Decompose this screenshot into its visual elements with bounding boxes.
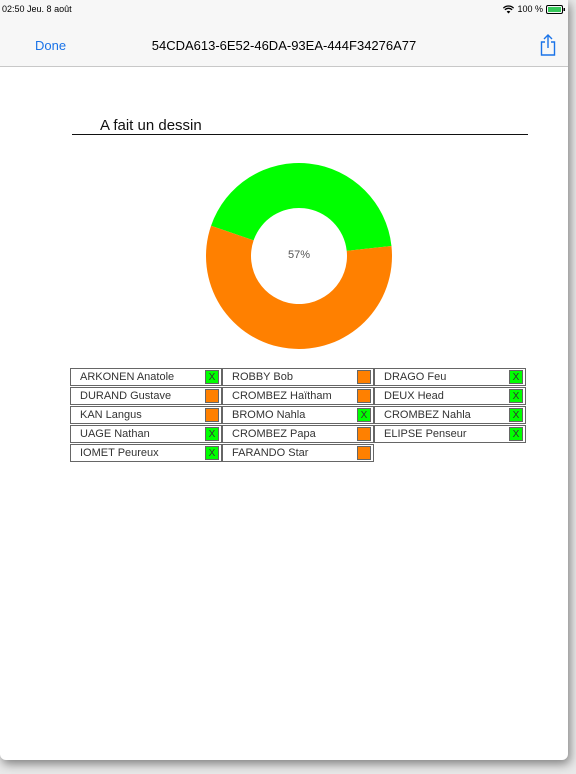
student-cell: ARKONEN Anatole X [70,368,222,386]
page-title: 54CDA613-6E52-46DA-93EA-444F34276A77 [151,38,417,53]
donut-slice-todo [206,225,392,349]
navigation-bar: Done 54CDA613-6E52-46DA-93EA-444F34276A7… [0,20,568,67]
donut-center-label: 57% [287,249,311,261]
student-name: DEUX Head [384,390,444,402]
student-cell: ELIPSE Penseur X [374,425,526,443]
status-checked-box[interactable]: X [509,408,523,422]
status-checked-box[interactable]: X [509,370,523,384]
student-cell: DEUX Head X [374,387,526,405]
section-title: A fait un dessin [100,117,202,134]
student-cell: ROBBY Bob [222,368,374,386]
student-cell: CROMBEZ Nahla X [374,406,526,424]
battery-icon [546,4,566,14]
status-indicators: 100 % [503,4,566,14]
battery-percent: 100 % [517,4,543,14]
student-name: FARANDO Star [232,447,309,459]
student-cell: CROMBEZ Haïtham [222,387,374,405]
student-cell: DURAND Gustave [70,387,222,405]
student-name: UAGE Nathan [80,428,150,440]
student-name: KAN Langus [80,409,142,421]
donut-chart [206,163,392,349]
share-icon[interactable] [540,34,556,61]
student-name: ROBBY Bob [232,371,293,383]
donut-slice-done [211,163,392,251]
status-pending-box[interactable] [357,370,371,384]
status-checked-box[interactable]: X [357,408,371,422]
status-time: 02:50 Jeu. 8 août [2,4,72,14]
title-divider [72,134,528,135]
status-pending-box[interactable] [357,389,371,403]
app-window: 02:50 Jeu. 8 août 100 % Done [0,0,568,760]
student-name: ELIPSE Penseur [384,428,467,440]
student-cell: CROMBEZ Papa [222,425,374,443]
status-pending-box[interactable] [357,427,371,441]
student-cell: KAN Langus [70,406,222,424]
status-checked-box[interactable]: X [509,389,523,403]
status-checked-box[interactable]: X [205,446,219,460]
student-name: DURAND Gustave [80,390,172,402]
student-name: DRAGO Feu [384,371,447,383]
student-column: ARKONEN Anatole X DURAND Gustave KAN Langus… [70,368,222,463]
status-pending-box[interactable] [205,389,219,403]
student-name: BROMO Nahla [232,409,306,421]
student-cell: IOMET Peureux X [70,444,222,462]
status-pending-box[interactable] [205,408,219,422]
student-name: CROMBEZ Haïtham [232,390,332,402]
student-cell: FARANDO Star [222,444,374,462]
student-name: CROMBEZ Nahla [384,409,471,421]
wifi-icon [503,4,515,14]
student-column: ROBBY Bob CROMBEZ Haïtham BROMO Nahla X CROM… [222,368,374,463]
done-button[interactable]: Done [35,38,67,53]
student-cell: UAGE Nathan X [70,425,222,443]
status-date: Jeu. 8 août [27,4,72,14]
status-bar: 02:50 Jeu. 8 août 100 % [0,0,568,20]
status-pending-box[interactable] [357,446,371,460]
student-cell: BROMO Nahla X [222,406,374,424]
student-name: IOMET Peureux [80,447,159,459]
student-column: DRAGO Feu X DEUX Head X CROMBEZ Nahla X ELIPSE… [374,368,526,444]
student-name: ARKONEN Anatole [80,371,175,383]
student-name: CROMBEZ Papa [232,428,316,440]
student-cell: DRAGO Feu X [374,368,526,386]
status-checked-box[interactable]: X [205,427,219,441]
status-checked-box[interactable]: X [509,427,523,441]
status-checked-box[interactable]: X [205,370,219,384]
status-clock: 02:50 [2,4,25,14]
